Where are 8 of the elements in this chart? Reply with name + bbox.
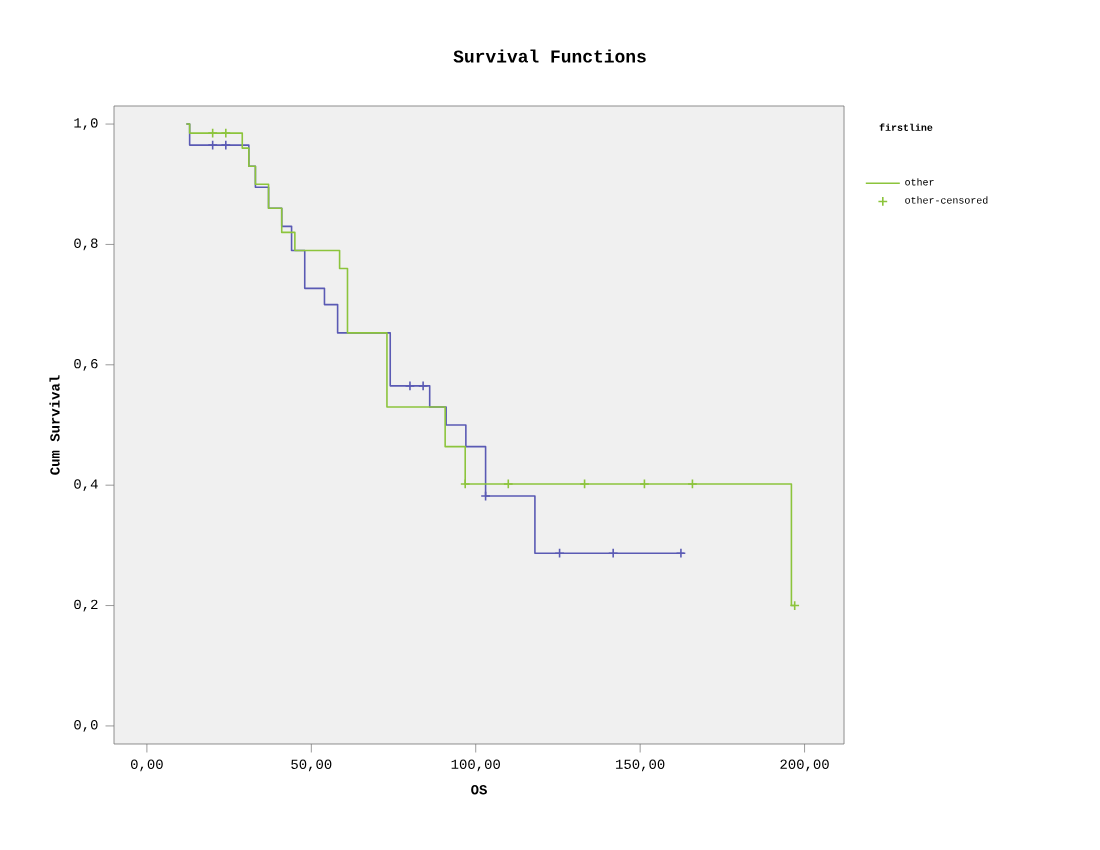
point: [460, 478, 471, 490]
point: [608, 548, 619, 559]
point: [220, 127, 231, 139]
point: [503, 478, 514, 490]
point: [417, 380, 429, 392]
point: [404, 380, 416, 392]
chart-title: Survival Functions: [453, 49, 646, 63]
point: [220, 139, 231, 151]
